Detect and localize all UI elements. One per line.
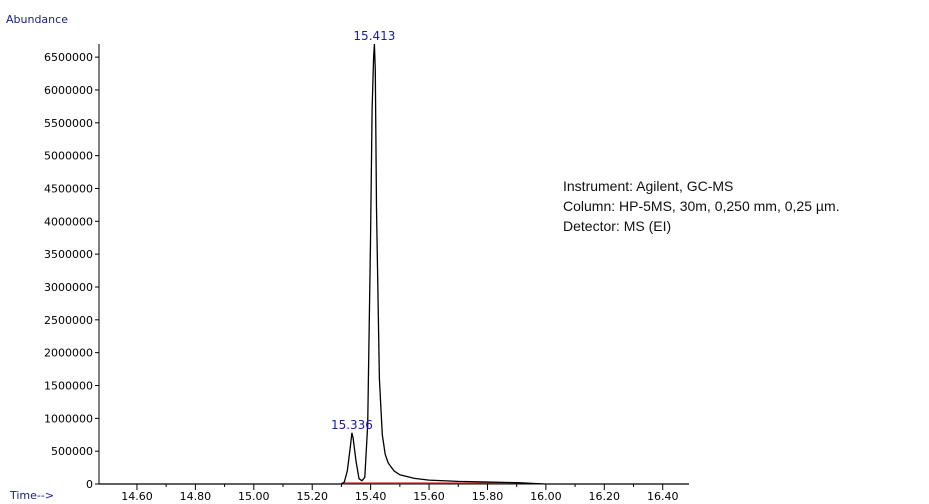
x-tick-label: 16.00: [530, 490, 562, 503]
y-tick-label: 3500000: [44, 248, 93, 261]
y-tick-label: 5500000: [44, 117, 93, 130]
column-text: Column: HP-5MS, 30m, 0,250 mm, 0,25 µm.: [563, 198, 840, 214]
x-tick-label: 16.20: [589, 490, 621, 503]
x-axis-title: Time-->: [9, 489, 54, 502]
x-axis-ticks: 14.60 14.80 15.00 15.20 15.40 15.60 15.80 16.00…: [121, 484, 678, 503]
y-tick-label: 1500000: [44, 379, 93, 392]
x-tick-label: 15.20: [296, 490, 328, 503]
y-tick-label: 0: [86, 478, 93, 491]
instrument-text: Instrument: Agilent, GC-MS: [563, 178, 734, 194]
instrument-info-panel: Instrument: Agilent, GC-MS Column: HP-5M…: [563, 176, 840, 236]
detector-text: Detector: MS (EI): [563, 218, 672, 234]
y-tick-label: 6000000: [44, 84, 93, 97]
y-tick-label: 1000000: [44, 412, 93, 425]
y-tick-label: 500000: [51, 445, 93, 458]
x-tick-label: 15.40: [355, 490, 387, 503]
chromatogram-trace: [99, 43, 689, 485]
x-tick-label: 15.80: [472, 490, 504, 503]
y-tick-label: 2500000: [44, 314, 93, 327]
y-tick-label: 4000000: [44, 215, 93, 228]
y-tick-label: 6500000: [44, 51, 93, 64]
y-tick-label: 3000000: [44, 281, 93, 294]
x-tick-label: 14.80: [180, 490, 212, 503]
x-tick-label: 15.60: [413, 490, 445, 503]
y-axis-ticks: 0 500000 1000000 1500000 2000000 2500000 30000…: [44, 51, 99, 491]
peak-label: 15.413: [353, 29, 395, 43]
x-tick-label: 16.40: [647, 490, 679, 503]
y-tick-label: 5000000: [44, 150, 93, 163]
peak-labels: 15.413 15.336: [331, 29, 395, 432]
x-tick-label: 15.00: [238, 490, 270, 503]
y-tick-label: 4500000: [44, 182, 93, 195]
x-tick-label: 14.60: [121, 490, 153, 503]
y-axis-title: Abundance: [6, 13, 68, 26]
peak-label: 15.336: [331, 418, 373, 432]
y-tick-label: 2000000: [44, 347, 93, 360]
